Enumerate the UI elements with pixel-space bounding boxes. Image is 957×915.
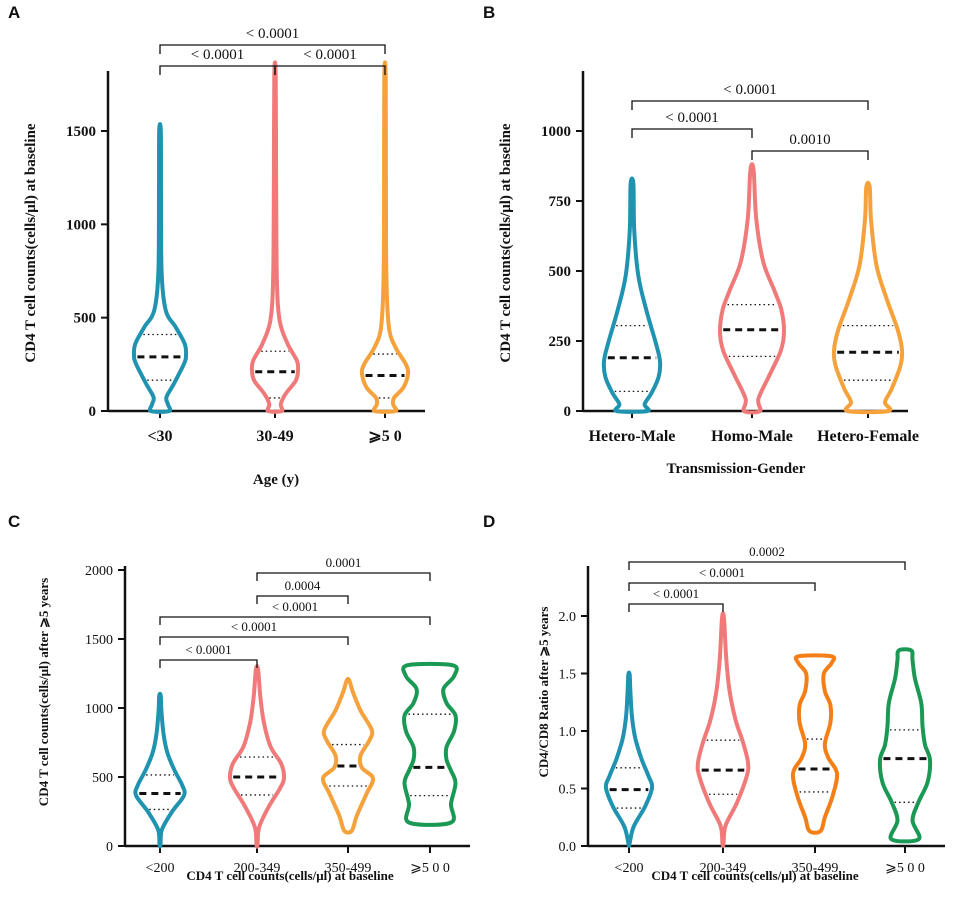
panel-d: D 0.0 0.5 1.0 1.5 2.0 <200 200-349 350-499 ⩾5 0 0… (483, 512, 945, 883)
violin-Hetero-Male (601, 176, 663, 414)
y-tick-label: 2.0 (559, 610, 577, 625)
x-tick-label: ⩾5 0 0 (885, 861, 925, 876)
p-value-label: 0.0001 (326, 555, 362, 570)
y-tick-label: 1.0 (559, 725, 577, 740)
significance-bracket (628, 603, 724, 612)
significance-bracket (159, 636, 349, 645)
significance-bracket (159, 44, 386, 54)
significance-bracket (159, 616, 431, 625)
violin-350-499 (320, 676, 376, 835)
y-tick-label: 750 (549, 194, 572, 210)
p-value-label: < 0.0001 (665, 110, 718, 126)
x-tick-label: <200 (146, 861, 175, 876)
violin-200-349 (695, 611, 751, 848)
significance-bracket (628, 582, 816, 591)
y-tick-label: 0 (89, 404, 97, 420)
x-tick-label: ⩾5 0 (368, 428, 401, 445)
panel-letter: C (8, 512, 20, 531)
x-axis-title: Age (y) (253, 472, 299, 488)
panel-letter: B (483, 3, 495, 22)
x-axis-title: Transmission-Gender (667, 461, 806, 477)
violin-Hetero-Female (831, 180, 905, 415)
panel-letter: A (8, 3, 20, 22)
significance-bracket (256, 572, 431, 581)
p-value-label: < 0.0001 (191, 47, 244, 63)
y-axis-title: CD4 T cell counts(cells/μl) after ⩾5 yea… (36, 578, 51, 806)
p-value-label: < 0.0001 (699, 565, 745, 580)
violin-<30 (131, 122, 189, 414)
x-axis-title: CD4 T cell counts(cells/μl) at baseline (186, 868, 394, 883)
significance-bracket (751, 150, 869, 160)
y-tick-label: 0 (564, 404, 572, 420)
significance-bracket (159, 659, 258, 668)
y-tick-label: 1000 (85, 702, 113, 717)
y-tick-label: 1.5 (559, 668, 577, 683)
p-value-label: < 0.0001 (723, 82, 776, 98)
x-tick-label: 30-49 (256, 428, 293, 445)
y-axis-title: CD4/CD8 Ratio after ⩾5 years (536, 607, 551, 778)
x-tick-label: 350-499 (792, 861, 839, 876)
p-value-label: < 0.0001 (231, 619, 277, 634)
x-tick-label: Homo-Male (711, 428, 793, 445)
violin-⩾5 0 0 (401, 661, 459, 827)
x-tick-label: 350-499 (325, 861, 372, 876)
violin-⩾5 0 (359, 60, 411, 414)
violin-<200 (133, 691, 187, 849)
x-tick-label: Hetero-Female (817, 428, 919, 445)
significance-bracket (274, 65, 386, 75)
y-tick-label: 0.5 (559, 783, 577, 798)
significance-bracket (631, 100, 869, 110)
x-tick-label: Hetero-Male (589, 428, 676, 445)
y-tick-label: 1000 (66, 217, 96, 233)
y-tick-label: 1500 (85, 633, 113, 648)
y-tick-label: 500 (74, 311, 97, 327)
y-tick-label: 1000 (541, 124, 571, 140)
panel-b: B 0 250 500 750 1000 Hetero-Male Homo-Male Heter… (483, 3, 919, 477)
y-tick-label: 0 (106, 840, 113, 855)
violin-Homo-Male (717, 162, 787, 415)
panel-c: C 0 500 1000 1500 2000 <200 200-349 350-499 ⩾5 0 … (8, 512, 470, 883)
y-tick-label: 500 (92, 771, 113, 786)
x-tick-label: 200-349 (700, 861, 747, 876)
violin-30-49 (249, 60, 301, 414)
violin-<200 (603, 670, 655, 848)
significance-bracket (628, 561, 906, 570)
y-axis-title: CD4 T cell counts(cells/μl) at baseline (498, 123, 514, 363)
p-value-label: < 0.0001 (653, 586, 699, 601)
y-axis-title: CD4 T cell counts(cells/μl) at baseline (23, 123, 39, 363)
y-tick-label: 500 (549, 264, 572, 280)
x-tick-label: <30 (147, 428, 172, 445)
panel-letter: D (483, 512, 495, 531)
y-tick-label: 250 (549, 334, 572, 350)
significance-bracket (631, 128, 753, 138)
x-tick-label: <200 (615, 861, 644, 876)
p-value-label: < 0.0001 (185, 642, 231, 657)
p-value-label: 0.0002 (749, 544, 785, 559)
x-tick-label: 200-349 (234, 861, 281, 876)
p-value-label: 0.0010 (789, 132, 830, 148)
violin-⩾5 0 0 (877, 647, 933, 844)
p-value-label: < 0.0001 (272, 599, 318, 614)
panel-a: A 0 500 1000 1500 <30 30-49 ⩾5 0 CD4 T cell coun… (8, 3, 425, 488)
y-tick-label: 0.0 (559, 840, 577, 855)
p-value-label: < 0.0001 (303, 47, 356, 63)
x-axis-title: CD4 T cell counts(cells/μl) at baseline (651, 868, 859, 883)
violin-350-499 (790, 653, 840, 835)
violin-200-349 (227, 664, 287, 849)
significance-bracket (256, 595, 349, 604)
y-tick-label: 2000 (85, 564, 113, 579)
p-value-label: 0.0004 (285, 578, 321, 593)
significance-bracket (159, 65, 276, 75)
p-value-label: < 0.0001 (246, 26, 299, 42)
x-tick-label: ⩾5 0 0 (410, 861, 450, 876)
y-tick-label: 1500 (66, 124, 96, 140)
